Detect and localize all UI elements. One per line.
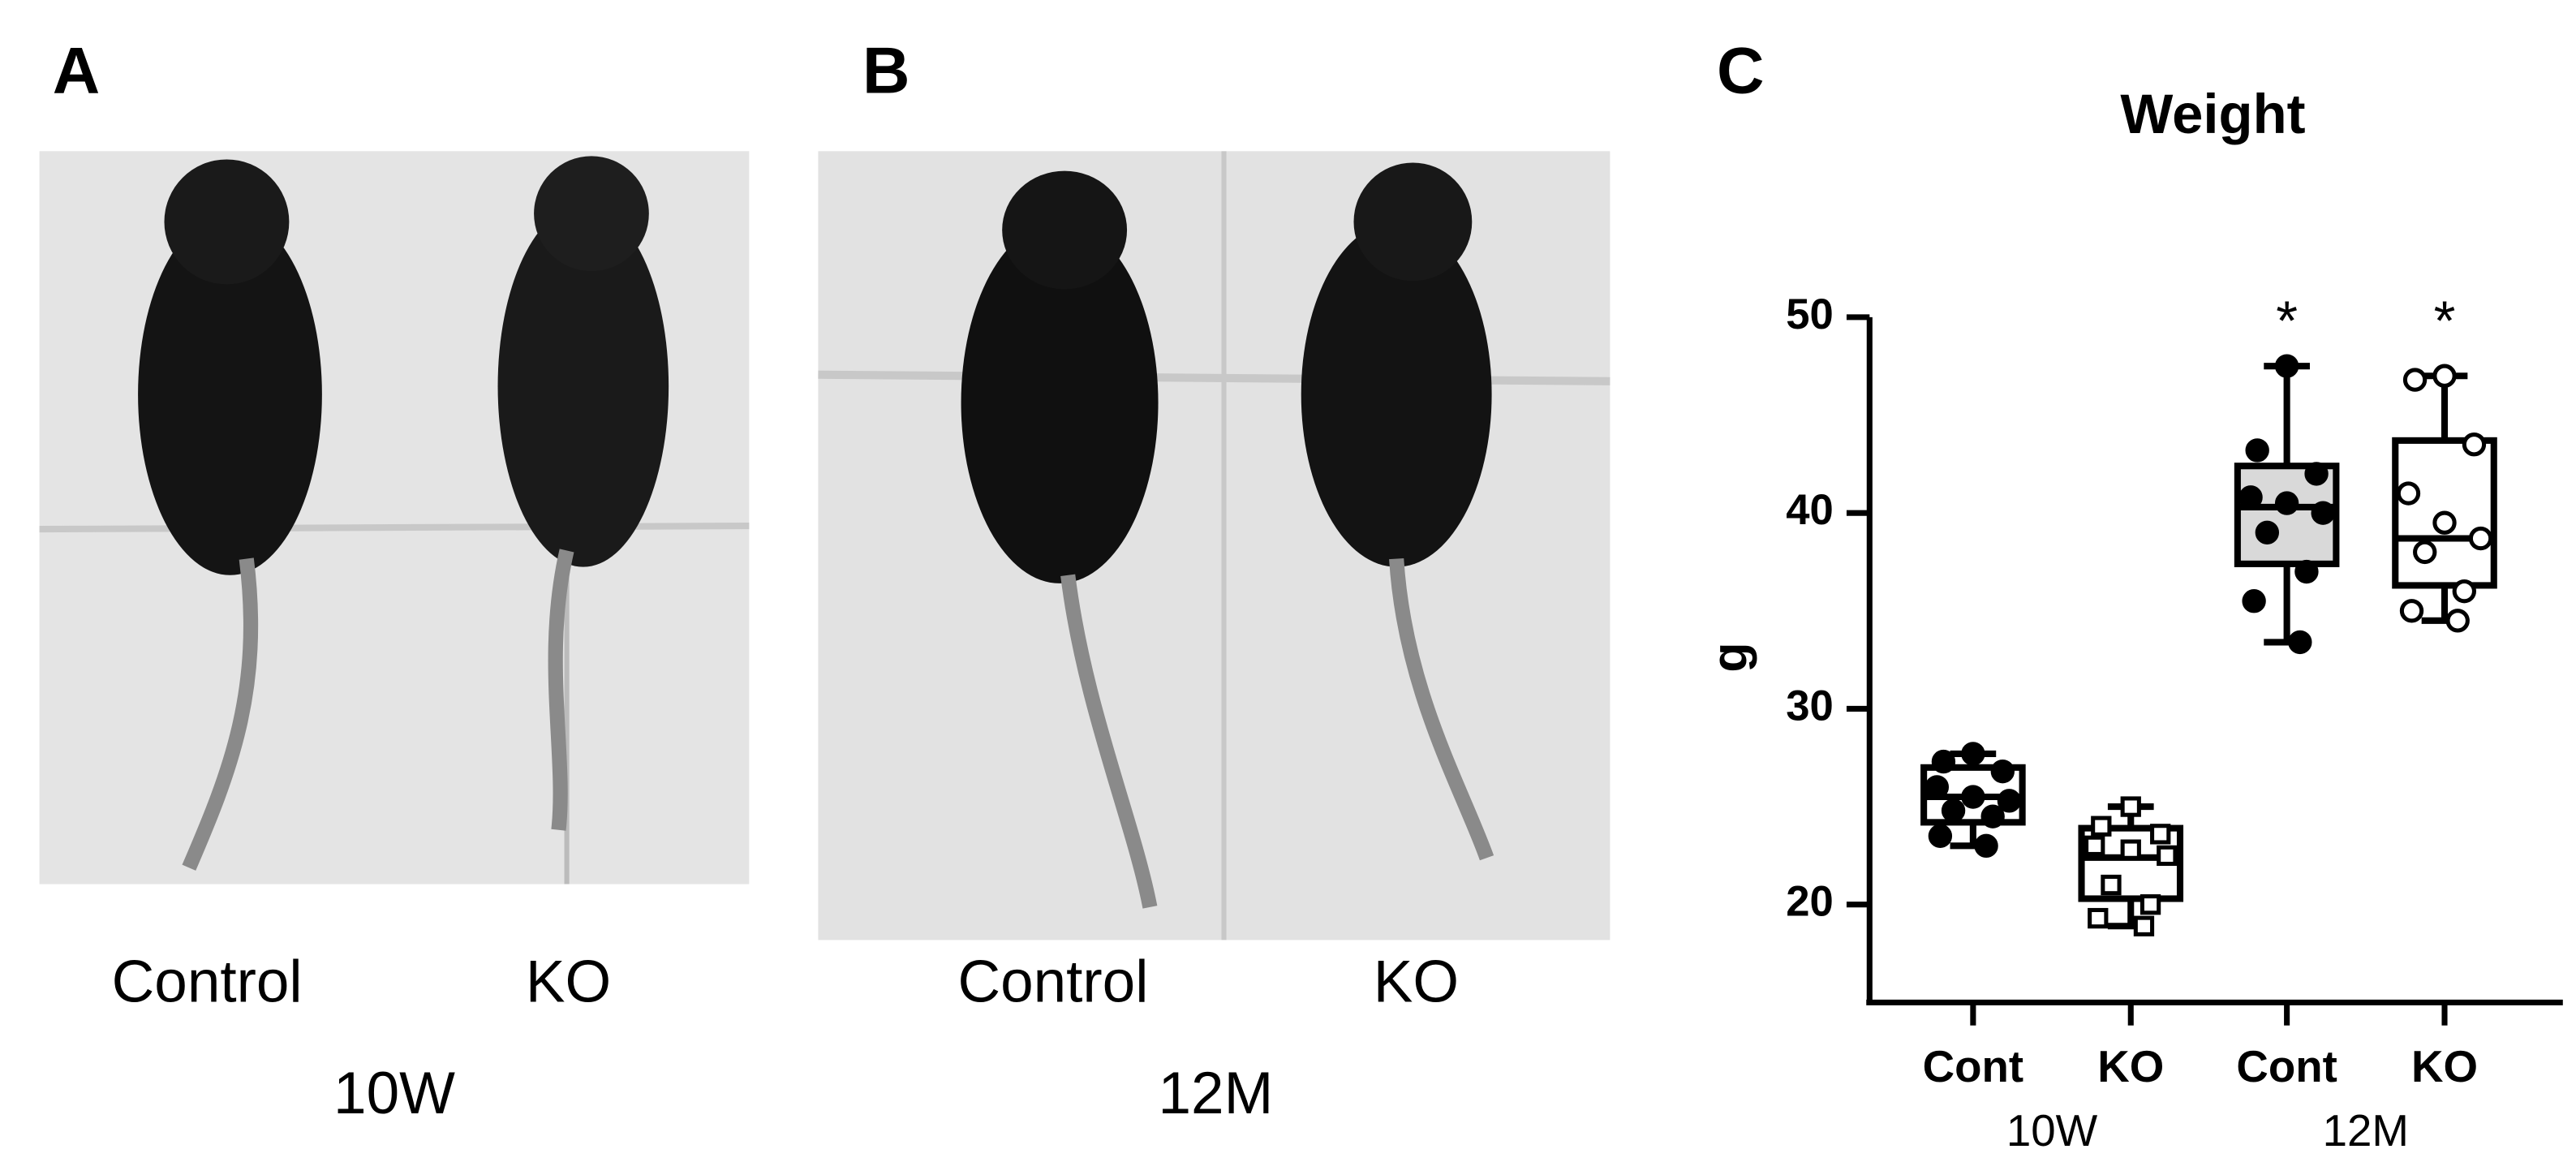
chart-title: Weight [2120, 83, 2305, 145]
point [1961, 742, 1985, 766]
panel-letter: A [53, 35, 100, 108]
photo-b [818, 151, 1611, 940]
point [2245, 438, 2269, 463]
panel-letter: C [1717, 35, 1764, 108]
point [2084, 835, 2105, 856]
photo-caption: Control [112, 949, 303, 1014]
point [2101, 874, 2122, 896]
point [2088, 907, 2109, 929]
age-label: 12M [1159, 1061, 1274, 1126]
point [2468, 526, 2493, 551]
point [2432, 364, 2457, 388]
point [2311, 501, 2335, 525]
group-label: 10W [2006, 1106, 2098, 1156]
point [2445, 609, 2470, 633]
point [1931, 749, 1956, 774]
point [2432, 510, 2457, 535]
point [2120, 839, 2141, 860]
point [1997, 789, 2022, 813]
point [2242, 589, 2266, 613]
point [2133, 915, 2155, 936]
point [2294, 559, 2319, 584]
photo-caption: KO [526, 949, 611, 1014]
point [1961, 785, 1985, 809]
point [2288, 630, 2312, 655]
point [1980, 804, 2005, 829]
group-label: 12M [2323, 1106, 2409, 1156]
point [2238, 485, 2263, 510]
point [2304, 462, 2329, 486]
y-tick-label: 20 [1786, 878, 1834, 926]
x-tick-label: KO [2097, 1042, 2164, 1091]
y-tick-label: 40 [1786, 486, 1834, 534]
point [2462, 433, 2487, 457]
significance: * [2276, 290, 2298, 352]
point [2091, 816, 2112, 837]
photo-caption: KO [1374, 949, 1459, 1014]
point [2157, 845, 2178, 867]
point [2139, 894, 2161, 915]
point [2396, 481, 2421, 506]
x-tick-label: Cont [2236, 1042, 2337, 1091]
point [2413, 540, 2437, 565]
point [2399, 599, 2424, 623]
x-tick-label: Cont [1923, 1042, 2023, 1091]
point [2452, 579, 2476, 604]
point [2255, 520, 2280, 544]
point [2402, 368, 2428, 392]
y-tick-label: 50 [1786, 291, 1834, 338]
point [1928, 824, 1953, 848]
y-tick-label: 30 [1786, 682, 1834, 730]
point [1941, 798, 1966, 823]
point [1974, 833, 1998, 859]
photo-a [39, 151, 750, 884]
age-label: 10W [333, 1061, 455, 1126]
point [2150, 824, 2171, 845]
significance: * [2434, 290, 2456, 352]
photo-caption: Control [957, 949, 1148, 1014]
panel-letter: B [862, 35, 910, 108]
y-axis-label: g [1701, 643, 1757, 673]
point [1924, 775, 1950, 799]
point [2274, 491, 2299, 515]
point [2120, 796, 2141, 817]
point [2274, 354, 2299, 378]
x-tick-label: KO [2411, 1042, 2478, 1091]
point [1990, 759, 2015, 784]
